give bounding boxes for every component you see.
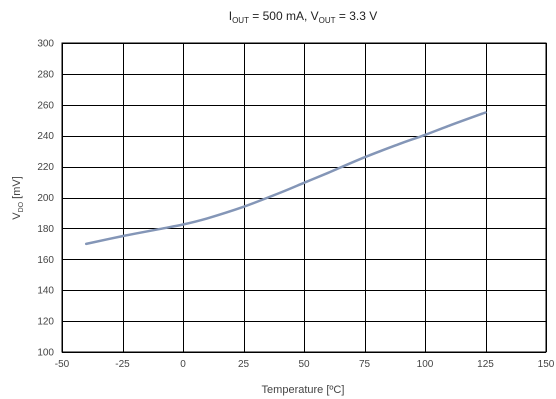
y-tick-label: 180 — [37, 224, 54, 235]
title-current-symbol: I — [229, 9, 232, 23]
x-tick-label: 25 — [238, 359, 250, 370]
x-tick-label: -50 — [55, 359, 70, 370]
title-current-subscript: OUT — [232, 16, 249, 25]
y-axis-label: VDO [mV] — [11, 176, 25, 220]
title-voltage-value: = 3.3 V — [336, 9, 378, 23]
y-tick-label: 300 — [37, 39, 54, 50]
y-tick-label: 120 — [37, 317, 54, 328]
y-tick-labels: 100 120 140 160 180 200 220 240 260 280 300 — [37, 39, 54, 359]
y-tick-label: 220 — [37, 162, 54, 173]
y-tick-label: 100 — [37, 348, 54, 359]
chart-title: IOUT = 500 mA, VOUT = 3.3 V — [229, 9, 378, 25]
title-voltage-subscript: OUT — [319, 16, 336, 25]
x-tick-label: -25 — [115, 359, 130, 370]
series-line — [84, 111, 487, 246]
y-tick-label: 240 — [37, 131, 54, 142]
y-tick-label: 140 — [37, 286, 54, 297]
x-tick-label: 0 — [180, 359, 186, 370]
title-voltage-symbol: V — [311, 9, 319, 23]
y-tick-label: 160 — [37, 255, 54, 266]
plot-frame — [61, 42, 547, 353]
y-axis-label-symbol: V — [11, 212, 23, 220]
series-layer — [84, 111, 487, 246]
x-axis-label: Temperature [ºC] — [262, 384, 345, 396]
y-axis-label-unit: [mV] — [11, 176, 23, 202]
x-tick-labels: -50 -25 0 25 50 75 100 125 150 — [55, 359, 555, 370]
x-tick-label: 50 — [298, 359, 310, 370]
grid — [62, 43, 547, 353]
x-tick-label: 150 — [538, 359, 555, 370]
y-tick-label: 280 — [37, 69, 54, 80]
y-tick-label: 260 — [37, 100, 54, 111]
x-tick-label: 100 — [417, 359, 434, 370]
title-current-value: = 500 mA, — [249, 9, 311, 23]
y-axis-label-subscript: DO — [18, 201, 25, 212]
y-tick-label: 200 — [37, 193, 54, 204]
x-tick-label: 125 — [477, 359, 494, 370]
x-tick-label: 75 — [359, 359, 371, 370]
